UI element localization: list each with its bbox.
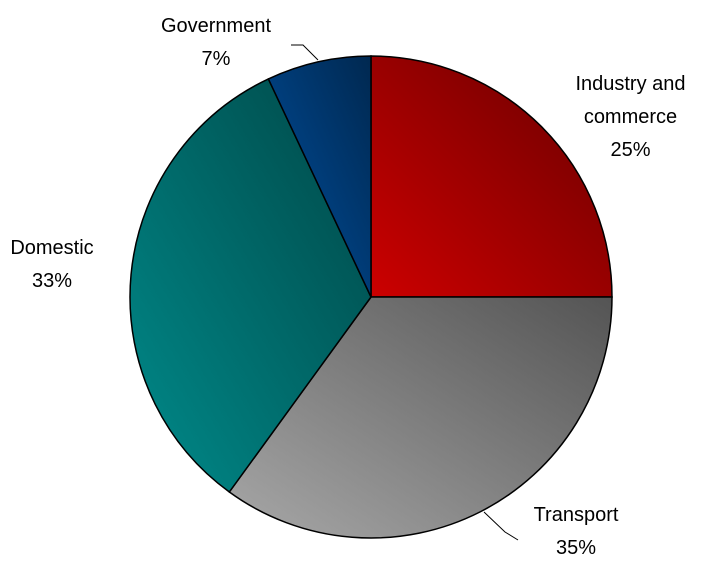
slice-label: Industry and commerce 25% xyxy=(548,68,711,167)
pie-slice xyxy=(267,55,372,298)
slice-label: Transport 35% xyxy=(516,499,636,565)
pie-slice xyxy=(228,296,613,539)
slice-label: Domestic 33% xyxy=(0,232,112,298)
leader-line xyxy=(483,511,519,541)
value-label: 7% xyxy=(201,48,231,70)
category-label: Government xyxy=(160,15,272,37)
category-label: Domestic xyxy=(10,237,94,259)
slice-label: Government 7% xyxy=(146,10,286,76)
value-label: 25% xyxy=(610,139,651,161)
category-label: Transport xyxy=(533,504,619,526)
category-label: Industry and commerce xyxy=(575,73,686,128)
value-label: 33% xyxy=(31,270,73,292)
pie-slice xyxy=(370,55,613,298)
leader-line xyxy=(291,44,319,61)
value-label: 35% xyxy=(555,537,597,559)
pie-slice xyxy=(129,77,372,494)
